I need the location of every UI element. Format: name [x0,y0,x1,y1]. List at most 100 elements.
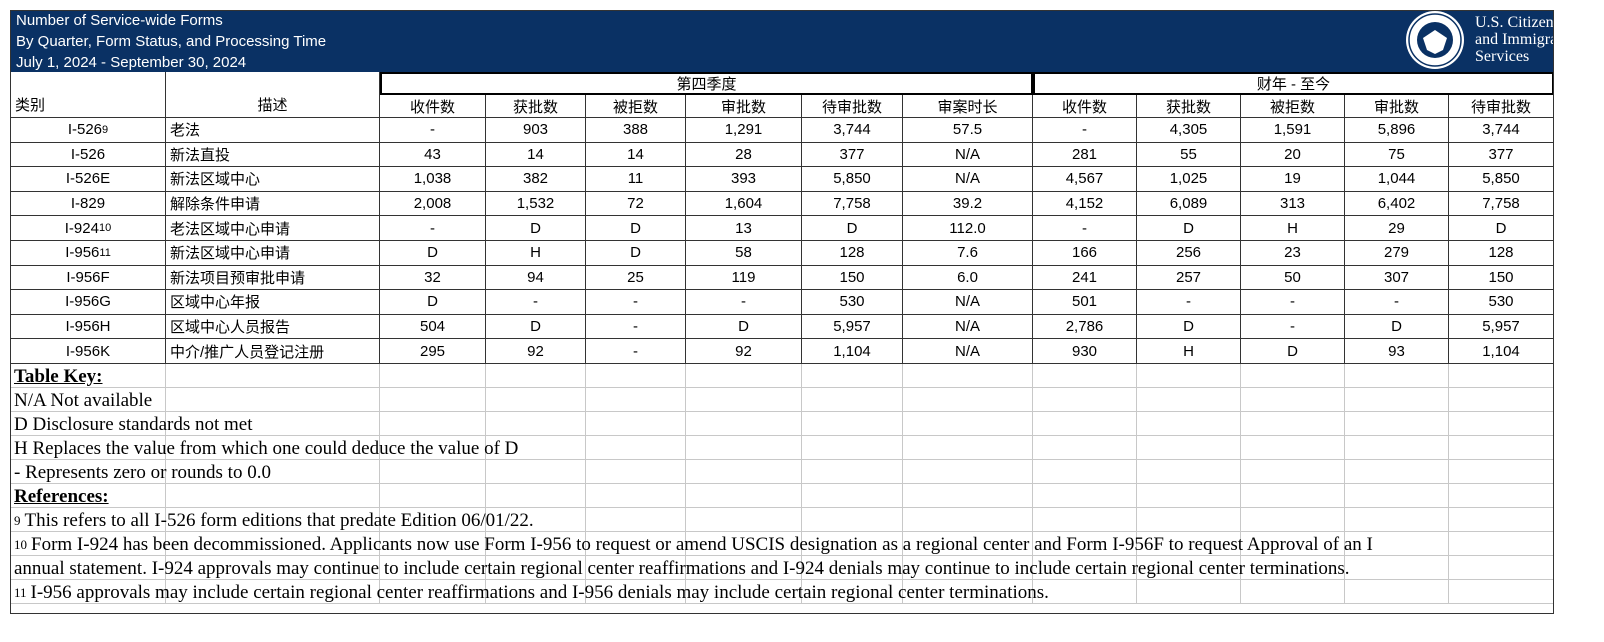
grid-cell [1137,388,1241,412]
column-header: 审批数 [1345,95,1449,118]
grid-cell [166,508,380,532]
value-cell: 1,104 [802,339,903,364]
value-cell: - [1241,314,1345,340]
text: H Replaces the value from which one coul… [14,438,519,459]
form-id: I-956F [66,268,110,286]
grid-cell [802,364,903,388]
grid-cell [1345,580,1449,604]
value-cell: 150 [802,265,903,291]
grid-cell [586,436,686,460]
form-cell: I-956G [10,290,166,315]
grid-cell [1241,364,1345,388]
value-cell: D [486,314,586,340]
grid-cell [166,412,380,436]
value-cell: 256 [1137,241,1241,266]
key-line: H Replaces the value from which one coul… [14,437,1552,461]
grid-cell [1137,484,1241,508]
value-cell: 25 [586,265,686,291]
grid-cell [486,364,586,388]
grid-cell [903,556,1033,580]
grid-cell [380,580,486,604]
grid-cell [802,388,903,412]
grid-cell [486,556,586,580]
value-cell: 166 [1033,241,1137,266]
grid-cell [1033,556,1137,580]
value-cell: 7,758 [802,191,903,217]
grid-cell [1033,580,1137,604]
column-header: 被拒数 [1241,95,1345,118]
grid-cell [380,436,486,460]
grid-cell [802,508,903,532]
reference-line: 10 Form I-924 has been decommissioned. Ap… [14,533,1552,557]
value-cell: 32 [380,265,486,291]
form-id: I-526 [70,145,106,163]
grid-cell [1241,580,1345,604]
grid-cell [1241,484,1345,508]
grid-cell [1033,388,1137,412]
value-cell: 307 [1345,265,1449,291]
grid-cell [380,412,486,436]
agency-name: U.S. Citizenship [1475,14,1554,31]
grid-cell [903,532,1033,556]
value-cell: D [586,241,686,266]
value-cell: 29 [1345,216,1449,241]
column-header: 审案时长 [903,95,1033,118]
value-cell: 382 [486,167,586,192]
value-cell: 128 [802,241,903,266]
grid-cell [686,460,802,484]
row-header: 描述 [166,72,380,118]
value-cell: N/A [903,339,1033,364]
value-cell: 119 [686,265,802,291]
value-cell: 3,744 [802,118,903,143]
grid-cell [380,532,486,556]
value-cell: - [586,290,686,315]
row-header: 类别 [10,72,166,118]
grid-cell [586,484,686,508]
value-cell: 13 [686,216,802,241]
value-cell: 1,038 [380,167,486,192]
text: annual statement. I-924 approvals may co… [14,558,1350,579]
grid-cell [486,508,586,532]
value-cell: H [1241,216,1345,241]
form-cell: I-956K [10,339,166,364]
form-cell: I-956 11 [10,241,166,266]
value-cell: 6,089 [1137,191,1241,217]
description-cell: 新法区域中心申请 [166,241,380,266]
value-cell: N/A [903,167,1033,192]
value-cell: D [1137,314,1241,340]
value-cell: 377 [802,142,903,168]
form-id: I-956G [65,293,111,311]
description-cell: 解除条件申请 [166,191,380,217]
grid-cell [1241,460,1345,484]
agency-name: Services [1475,48,1530,65]
description-cell: 新法直投 [166,142,380,168]
grid-cell [1241,388,1345,412]
text: N/A Not available [14,390,153,411]
value-cell: 504 [380,314,486,340]
grid-cell [1345,412,1449,436]
grid-cell [802,484,903,508]
value-cell: - [380,216,486,241]
value-cell: 150 [1449,265,1554,291]
grid-cell [1345,484,1449,508]
grid-cell [1137,460,1241,484]
value-cell: 92 [686,339,802,364]
grid-cell [1137,508,1241,532]
value-cell: 1,025 [1137,167,1241,192]
column-header: 待审批数 [1449,95,1554,118]
value-cell: D [1449,216,1554,241]
grid-cell [1033,436,1137,460]
value-cell: D [586,216,686,241]
grid-cell [486,388,586,412]
grid-cell [586,556,686,580]
value-cell: 388 [586,118,686,143]
column-header: 获批数 [486,95,586,118]
grid-cell [166,484,380,508]
grid-cell [486,580,586,604]
value-cell: N/A [903,290,1033,315]
value-cell: 55 [1137,142,1241,168]
grid-cell [380,556,486,580]
grid-cell [802,412,903,436]
description-cell: 新法区域中心 [166,167,380,192]
